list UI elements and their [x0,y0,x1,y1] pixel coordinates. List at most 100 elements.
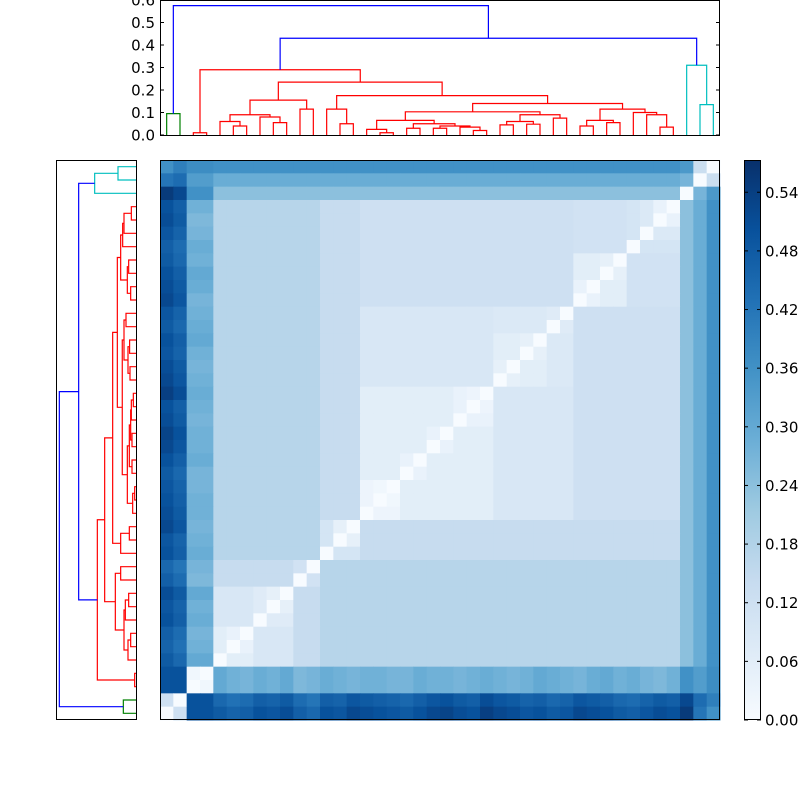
left-dendrogram-link [129,366,136,381]
heatmap-cell [253,533,268,548]
heatmap-cell [613,346,628,361]
heatmap-cell [253,253,268,268]
heatmap-cell [440,173,454,188]
heatmap-cell [346,400,361,414]
heatmap-cell [693,546,708,561]
heatmap-cell [600,213,614,228]
heatmap-cell [240,680,254,694]
heatmap-cell [546,346,561,361]
heatmap-cell [320,680,334,694]
heatmap-cell [613,253,628,268]
heatmap-cell [520,400,534,414]
heatmap-cell [666,573,681,588]
heatmap-cell [653,560,668,574]
heatmap-cell [306,360,321,374]
heatmap-cell [480,640,494,654]
heatmap-cell [333,293,348,308]
heatmap-cell [426,400,441,414]
heatmap-cell [200,200,214,214]
heatmap-cell [586,386,601,401]
heatmap-cell [266,266,281,281]
heatmap-cell [306,453,321,468]
heatmap-cell [360,533,374,548]
heatmap-cell [226,533,241,548]
heatmap-cell [360,266,374,281]
heatmap-cell [306,706,321,721]
heatmap-cell [320,653,334,668]
heatmap-cell [306,160,321,174]
heatmap-cell [333,493,348,508]
heatmap-cell [546,613,561,628]
heatmap-cell [466,266,481,281]
heatmap-cell [346,266,361,281]
heatmap-cell [173,160,188,174]
top-dendrogram-link [272,122,288,135]
heatmap-cell [373,413,388,428]
heatmap-cell [413,520,428,534]
heatmap-cell [626,626,641,641]
heatmap-cell [626,613,641,628]
heatmap-cell [533,573,548,588]
heatmap-cell [560,653,574,668]
heatmap-cell [253,626,268,641]
heatmap-cell [533,373,548,388]
heatmap-cell [693,320,708,334]
heatmap-cell [413,253,428,268]
heatmap-cell [253,480,268,494]
heatmap-cell [546,266,561,281]
heatmap-cell [560,453,574,468]
heatmap-cell [186,653,201,668]
heatmap-cell [586,400,601,414]
heatmap-cell [546,493,561,508]
heatmap-cell [653,293,668,308]
heatmap-cell [266,320,281,334]
heatmap-cell [173,520,188,534]
heatmap-cell [680,560,694,574]
heatmap-cell [453,653,468,668]
heatmap-cell [613,626,628,641]
heatmap-cell [480,386,494,401]
heatmap-cell [680,466,694,481]
heatmap-cell [546,426,561,441]
heatmap-cell [546,173,561,188]
heatmap-cell [360,653,374,668]
heatmap-cell [240,280,254,294]
heatmap-cell [533,240,548,254]
heatmap-cell [706,386,721,401]
heatmap-cell [653,693,668,708]
heatmap-cell [466,560,481,574]
heatmap-cell [640,600,654,614]
heatmap-cell [533,493,548,508]
heatmap-cell [320,426,334,441]
heatmap-cell [680,333,694,348]
heatmap-cell [573,626,588,641]
heatmap-cell [453,226,468,241]
heatmap-cell [333,440,348,454]
heatmap-cell [586,186,601,201]
heatmap-cell [186,693,201,708]
heatmap-cell [666,533,681,548]
heatmap-cell [440,160,454,174]
heatmap-cell [320,226,334,241]
heatmap-cell [306,666,321,681]
heatmap-cell [653,240,668,254]
heatmap-cell [560,386,574,401]
heatmap-cell [400,693,414,708]
heatmap-cell [653,360,668,374]
heatmap-cell [293,160,308,174]
heatmap-cell [440,466,454,481]
heatmap-cell [226,453,241,468]
heatmap-cell [306,573,321,588]
heatmap-cell [320,600,334,614]
heatmap-cell [533,560,548,574]
heatmap-cell [266,586,281,601]
heatmap-cell [653,213,668,228]
heatmap-cell [280,680,294,694]
heatmap-cell [360,186,374,201]
heatmap-cell [386,346,401,361]
heatmap-cell [480,560,494,574]
heatmap-cell [693,413,708,428]
heatmap-cell [293,266,308,281]
heatmap-cell [626,186,641,201]
